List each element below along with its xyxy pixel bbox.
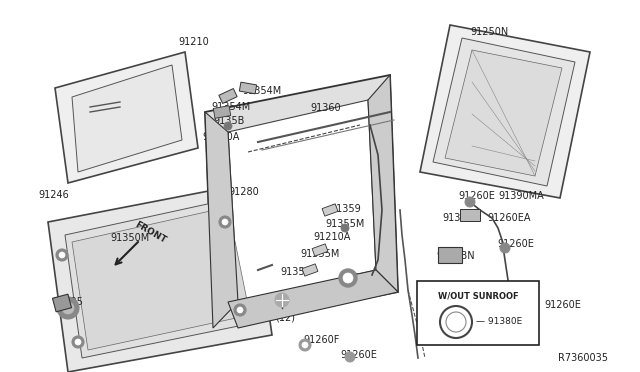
Polygon shape xyxy=(65,198,258,358)
Text: 91280: 91280 xyxy=(228,187,259,197)
Text: 91390MA: 91390MA xyxy=(498,191,544,201)
Text: 91355M: 91355M xyxy=(325,219,364,229)
Text: 91360: 91360 xyxy=(310,103,340,113)
Polygon shape xyxy=(312,244,328,256)
Text: 91260EA: 91260EA xyxy=(487,213,531,223)
Circle shape xyxy=(345,352,355,362)
Circle shape xyxy=(62,302,74,314)
Text: R7360035: R7360035 xyxy=(558,353,608,363)
Circle shape xyxy=(56,249,68,261)
Polygon shape xyxy=(228,270,398,328)
Text: W/OUT SUNROOF: W/OUT SUNROOF xyxy=(438,292,518,301)
Circle shape xyxy=(343,273,353,283)
Polygon shape xyxy=(302,264,318,276)
Polygon shape xyxy=(239,82,257,94)
Text: 91354M: 91354M xyxy=(211,102,250,112)
Circle shape xyxy=(341,224,349,232)
Polygon shape xyxy=(460,209,480,221)
Text: 91210A: 91210A xyxy=(313,232,350,242)
Circle shape xyxy=(237,307,243,313)
Text: 91355M: 91355M xyxy=(300,249,339,259)
Text: FRONT: FRONT xyxy=(132,219,167,244)
Circle shape xyxy=(500,243,510,253)
Polygon shape xyxy=(205,112,238,328)
Polygon shape xyxy=(322,204,338,216)
Text: 91354M: 91354M xyxy=(242,86,281,96)
Circle shape xyxy=(72,336,84,348)
Text: 91295: 91295 xyxy=(52,297,83,307)
Polygon shape xyxy=(228,100,376,302)
Text: 91260F: 91260F xyxy=(303,335,339,345)
Polygon shape xyxy=(433,38,575,186)
Polygon shape xyxy=(445,50,562,176)
Polygon shape xyxy=(438,247,462,263)
Text: 91250N: 91250N xyxy=(470,27,508,37)
Text: 91260E: 91260E xyxy=(458,191,495,201)
Text: 91260E: 91260E xyxy=(340,350,377,360)
Polygon shape xyxy=(52,294,72,312)
Polygon shape xyxy=(55,52,198,183)
Circle shape xyxy=(302,342,308,348)
Circle shape xyxy=(505,303,515,313)
Text: (12): (12) xyxy=(275,312,295,322)
Polygon shape xyxy=(48,183,272,372)
Text: 91210: 91210 xyxy=(178,37,209,47)
Text: 08146-6122G: 08146-6122G xyxy=(267,299,333,309)
Text: 91359: 91359 xyxy=(280,267,311,277)
Text: 91260E: 91260E xyxy=(497,239,534,249)
Polygon shape xyxy=(213,106,231,118)
Polygon shape xyxy=(72,207,250,350)
Text: 73670C: 73670C xyxy=(340,273,378,283)
Circle shape xyxy=(275,293,289,307)
Text: 91260E: 91260E xyxy=(544,300,581,310)
Polygon shape xyxy=(420,25,590,198)
Text: — 91380E: — 91380E xyxy=(476,317,522,327)
Circle shape xyxy=(465,197,475,207)
Text: 9131BN: 9131BN xyxy=(436,251,475,261)
Circle shape xyxy=(75,339,81,345)
Circle shape xyxy=(339,269,357,287)
Text: 91246: 91246 xyxy=(38,190,68,200)
Text: 91390M: 91390M xyxy=(442,213,481,223)
Polygon shape xyxy=(219,89,237,103)
Text: 91359: 91359 xyxy=(330,204,361,214)
Circle shape xyxy=(222,219,228,225)
Text: 9135B: 9135B xyxy=(213,116,244,126)
Text: 91210A: 91210A xyxy=(202,132,239,142)
Circle shape xyxy=(57,297,79,319)
Circle shape xyxy=(59,252,65,258)
Circle shape xyxy=(299,339,311,351)
Polygon shape xyxy=(368,75,398,292)
Polygon shape xyxy=(205,75,398,328)
Circle shape xyxy=(219,216,231,228)
Text: 91350M: 91350M xyxy=(110,233,149,243)
Circle shape xyxy=(234,304,246,316)
Polygon shape xyxy=(72,65,182,172)
FancyBboxPatch shape xyxy=(417,281,539,345)
Circle shape xyxy=(224,122,232,130)
